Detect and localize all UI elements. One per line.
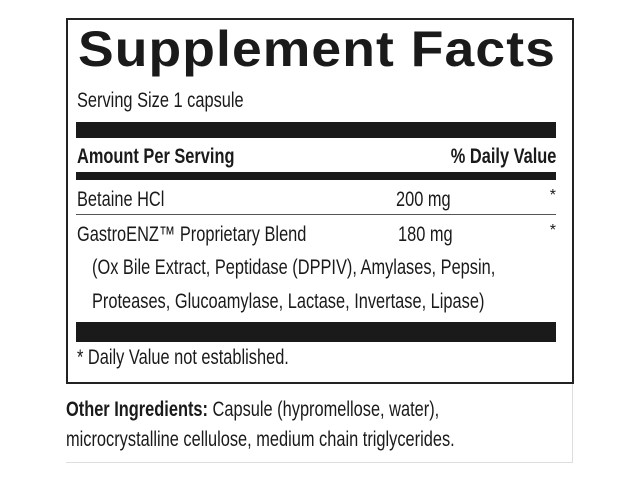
row-name: GastroENZ™ Proprietary Blend [77, 223, 307, 246]
other-ingredients-text: Capsule (hypromellose, water), [207, 398, 440, 421]
daily-value-header-text: % Daily Value [450, 145, 556, 168]
amount-per-serving-header: Amount Per Serving [77, 145, 279, 169]
supplement-facts-panel [66, 18, 574, 384]
row-amount: 200 mg [396, 188, 451, 211]
other-ingredients: Other Ingredients: Capsule (hypromellose… [66, 398, 544, 422]
blend-ingredients-line: Proteases, Glucoamylase, Lactase, Invert… [92, 290, 485, 313]
medium-divider [76, 172, 556, 180]
frame-divider [66, 462, 573, 463]
thin-divider [76, 214, 556, 215]
row-daily-value: * [549, 187, 556, 204]
thick-divider [76, 122, 556, 138]
panel-title: Supplement Facts [78, 21, 556, 77]
serving-size-text: Serving Size 1 capsule [77, 89, 244, 112]
serving-size: Serving Size 1 capsule [77, 89, 291, 113]
footnote: * Daily Value not established. [77, 346, 289, 369]
thick-divider [76, 322, 556, 342]
amount-header-text: Amount Per Serving [77, 145, 235, 168]
row-amount: 180 mg [398, 223, 453, 246]
other-ingredients-text: microcrystalline cellulose, medium chain… [66, 428, 455, 451]
blend-ingredients-line: (Ox Bile Extract, Peptidase (DPPIV), Amy… [92, 256, 496, 279]
other-ingredients-label: Other Ingredients: [66, 398, 208, 421]
row-name: Betaine HCl [77, 188, 165, 211]
row-daily-value: * [549, 222, 556, 239]
daily-value-header: % Daily Value [356, 145, 556, 169]
